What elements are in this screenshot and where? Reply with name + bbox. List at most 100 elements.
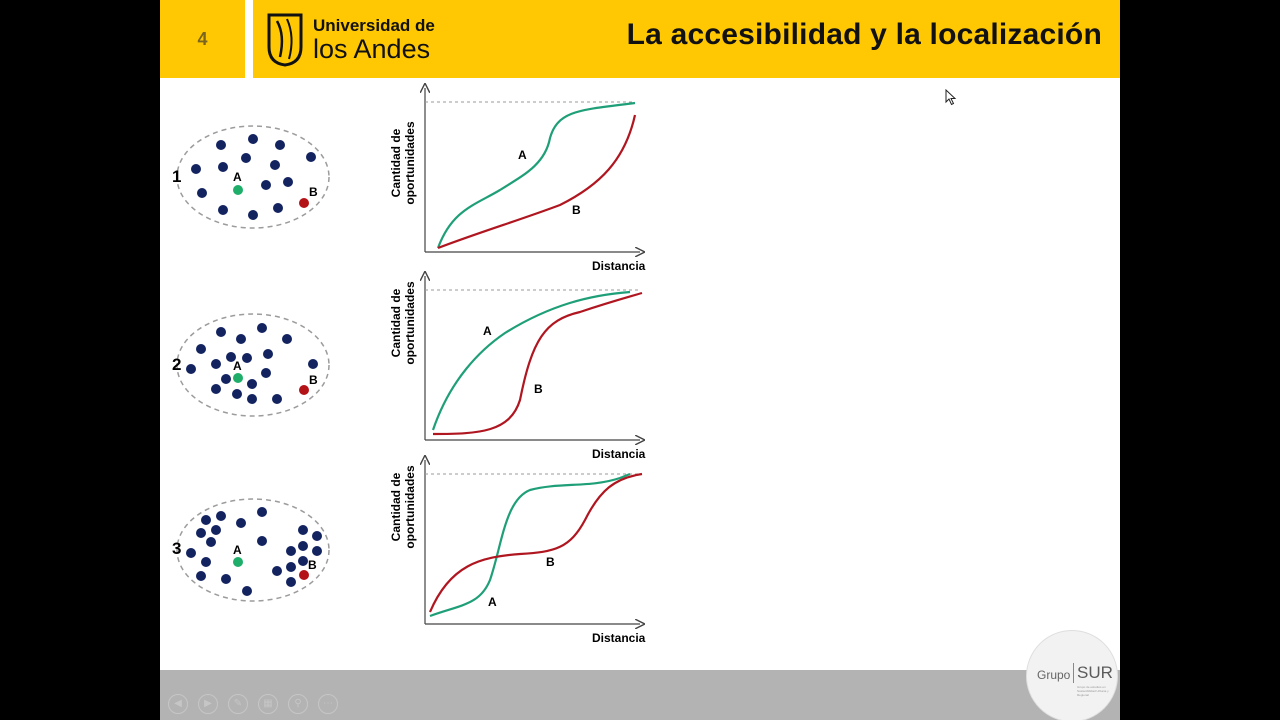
slide-title: La accesibilidad y la localización bbox=[626, 18, 1102, 51]
grupo-sur-watermark: Grupo SUR Grupo de estudios en Sostenibi… bbox=[1026, 630, 1118, 720]
y-axis-label-line-1: Cantidad de bbox=[389, 288, 403, 357]
slide-number: 4 bbox=[197, 28, 208, 49]
opportunity-dot bbox=[236, 334, 246, 344]
opportunity-dot bbox=[283, 177, 293, 187]
opportunity-dot bbox=[221, 374, 231, 384]
opportunity-dot bbox=[263, 349, 273, 359]
opportunity-dot bbox=[261, 368, 271, 378]
point-a-label: A bbox=[233, 170, 242, 184]
curve-b-label: B bbox=[534, 382, 543, 396]
point-a bbox=[233, 557, 243, 567]
curve-b-label: B bbox=[572, 203, 581, 217]
opportunity-dot bbox=[247, 394, 257, 404]
opportunity-dot bbox=[186, 548, 196, 558]
x-axis-label: Distancia bbox=[592, 631, 646, 645]
logo-line-2: los Andes bbox=[313, 34, 430, 64]
opportunity-dot bbox=[196, 571, 206, 581]
opportunity-dot bbox=[282, 334, 292, 344]
watermark-brand-left: Grupo bbox=[1037, 668, 1071, 682]
logo-line-1: Universidad de bbox=[313, 16, 435, 35]
mouse-cursor-icon bbox=[945, 89, 957, 106]
opportunity-dot bbox=[308, 359, 318, 369]
city-boundary-ellipse bbox=[176, 498, 330, 602]
opportunity-dot bbox=[241, 153, 251, 163]
opportunity-dot bbox=[236, 518, 246, 528]
opportunity-dot bbox=[211, 384, 221, 394]
curve-b bbox=[428, 472, 643, 613]
curve-a bbox=[429, 472, 631, 618]
point-a-label: A bbox=[233, 543, 242, 557]
opportunity-dot bbox=[191, 164, 201, 174]
opportunity-dot bbox=[286, 562, 296, 572]
scenario-3: A B 3 A B Distancia Cantidad de oportuni… bbox=[172, 460, 646, 645]
city-boundary-ellipse bbox=[176, 125, 330, 229]
opportunity-dot bbox=[232, 389, 242, 399]
opportunity-dot bbox=[247, 379, 257, 389]
slide-number-box: 4 bbox=[160, 0, 245, 78]
curve-a bbox=[431, 290, 631, 431]
opportunity-dot bbox=[270, 160, 280, 170]
opportunity-dot bbox=[257, 536, 267, 546]
zoom-icon[interactable]: ⚲ bbox=[288, 694, 308, 714]
y-axis-label-line-1: Cantidad de bbox=[389, 472, 403, 541]
opportunity-dot bbox=[272, 566, 282, 576]
opportunity-dot bbox=[312, 531, 322, 541]
opportunity-dot bbox=[272, 394, 282, 404]
presentation-control-bar: ◀ ▶ ✎ ▦ ⚲ ⋯ bbox=[160, 670, 1120, 720]
opportunity-dot bbox=[248, 210, 258, 220]
opportunity-dot bbox=[211, 359, 221, 369]
opportunity-dot bbox=[242, 586, 252, 596]
x-axis-label: Distancia bbox=[592, 259, 646, 273]
y-axis-label-line-2: oportunidades bbox=[403, 465, 417, 549]
opportunity-dot bbox=[306, 152, 316, 162]
point-a bbox=[233, 185, 243, 195]
point-b-label: B bbox=[308, 558, 317, 572]
opportunity-dot bbox=[221, 574, 231, 584]
slide-content: A B 1 A B Distancia Cantidad de oportuni… bbox=[172, 0, 646, 645]
opportunity-dot bbox=[218, 162, 228, 172]
more-icon[interactable]: ⋯ bbox=[318, 694, 338, 714]
opportunity-dot bbox=[298, 541, 308, 551]
next-icon[interactable]: ▶ bbox=[198, 694, 218, 714]
point-b-label: B bbox=[309, 373, 318, 387]
opportunity-dot bbox=[312, 546, 322, 556]
curve-b bbox=[432, 291, 643, 436]
point-b bbox=[299, 198, 309, 208]
opportunity-dot bbox=[211, 525, 221, 535]
opportunity-dot bbox=[218, 205, 228, 215]
previous-icon[interactable]: ◀ bbox=[168, 694, 188, 714]
point-a-label: A bbox=[233, 359, 242, 373]
opportunity-dot bbox=[196, 344, 206, 354]
curve-a-label: A bbox=[483, 324, 492, 338]
point-b-label: B bbox=[309, 185, 318, 199]
opportunity-dot bbox=[248, 134, 258, 144]
watermark-tagline: Grupo de estudios en Sostenibilidad Urba… bbox=[1077, 685, 1109, 697]
curve-b bbox=[437, 114, 637, 250]
scenario-number: 1 bbox=[172, 167, 181, 186]
y-axis-label-line-2: oportunidades bbox=[403, 281, 417, 365]
opportunity-dot bbox=[298, 525, 308, 535]
x-axis-label: Distancia bbox=[592, 447, 646, 461]
logo-emblem-icon bbox=[267, 13, 303, 67]
opportunity-dot bbox=[216, 511, 226, 521]
opportunity-dot bbox=[216, 327, 226, 337]
slide: 4 Universidad de los Andes La accesibili… bbox=[160, 0, 1120, 720]
slides-icon[interactable]: ▦ bbox=[258, 694, 278, 714]
opportunity-dot bbox=[275, 140, 285, 150]
university-logo: Universidad de los Andes bbox=[267, 13, 435, 67]
point-a bbox=[233, 373, 243, 383]
opportunity-dots bbox=[186, 323, 318, 404]
curve-b-label: B bbox=[546, 555, 555, 569]
opportunity-dot bbox=[196, 528, 206, 538]
opportunity-dot bbox=[242, 353, 252, 363]
accessibility-chart-2: A B Distancia Cantidad de oportunidades bbox=[389, 276, 646, 461]
opportunity-dot bbox=[216, 140, 226, 150]
scenario-number: 2 bbox=[172, 355, 181, 374]
curve-a-label: A bbox=[488, 595, 497, 609]
pen-icon[interactable]: ✎ bbox=[228, 694, 248, 714]
point-b bbox=[299, 570, 309, 580]
accessibility-chart-3: A B Distancia Cantidad de oportunidades bbox=[389, 460, 646, 645]
accessibility-chart-1: A B Distancia Cantidad de oportunidades bbox=[389, 88, 646, 273]
opportunity-dot bbox=[286, 577, 296, 587]
opportunity-dot bbox=[201, 515, 211, 525]
